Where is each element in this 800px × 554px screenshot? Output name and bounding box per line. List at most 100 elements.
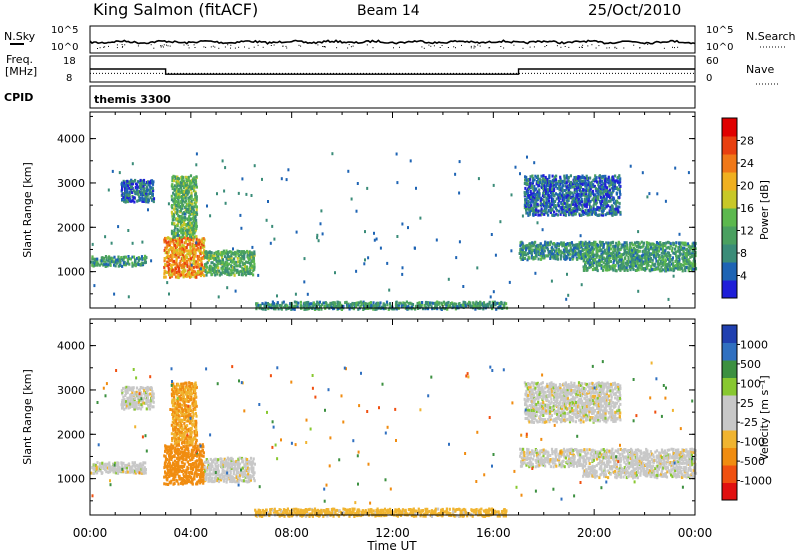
heatmap-cell [91,263,94,267]
nsearch-point [205,46,207,48]
nsearch-point [169,45,171,47]
heatmap-cell [178,272,181,276]
heatmap-cell [120,403,123,407]
heatmap-cell [151,399,154,403]
heatmap-cell [530,185,533,189]
heatmap-cell [333,304,336,308]
heatmap-cell [631,259,634,263]
heatmap-cell [200,454,203,458]
heatmap-cell [105,256,108,260]
heatmap-cell [544,180,547,184]
heatmap-cell [364,258,366,262]
heatmap-cell [618,195,621,199]
heatmap-cell [560,179,563,183]
heatmap-cell [600,202,603,206]
heatmap-cell [531,181,534,185]
heatmap-cell [118,171,121,175]
heatmap-cell [355,269,358,273]
heatmap-cell [580,185,583,189]
heatmap-cell [561,198,564,202]
heatmap-cell [687,171,690,175]
heatmap-cell [172,390,175,393]
heatmap-cell [654,245,657,249]
heatmap-cell [173,462,176,466]
nsearch-point [234,47,236,49]
heatmap-cell [125,182,128,185]
heatmap-cell [195,474,199,478]
heatmap-cell [618,183,621,187]
heatmap-cell [184,226,187,230]
heatmap-cell [652,246,655,250]
heatmap-cell [180,388,183,391]
heatmap-cell [141,179,144,183]
heatmap-cell [188,271,191,274]
heatmap-cell [555,212,558,216]
heatmap-cell [164,236,167,240]
heatmap-cell [521,241,524,245]
heatmap-cell [232,271,235,275]
heatmap-cell [542,198,545,202]
heatmap-cell [132,263,135,267]
freq-trace [90,68,695,75]
heatmap-cell [147,208,149,212]
heatmap-cell [217,295,220,299]
heatmap-cell [177,276,180,280]
heatmap-cell [588,263,591,267]
heatmap-cell [134,464,137,468]
heatmap-cell [194,249,197,253]
heatmap-cell [176,270,179,274]
heatmap-cell [614,207,617,211]
heatmap-cell [181,234,184,238]
heatmap-cell [613,184,617,188]
heatmap-cell [591,262,594,266]
heatmap-cell [228,250,231,254]
heatmap-cell [184,236,187,240]
heatmap-cell [529,183,532,187]
heatmap-cell [538,194,541,198]
heatmap-cell [647,248,651,252]
heatmap-cell [133,405,136,409]
heatmap-cell [222,260,225,264]
heatmap-cell [493,300,496,304]
heatmap-cell [472,301,475,305]
heatmap-cell [374,307,377,311]
heatmap-cell [128,465,131,469]
heatmap-cell [348,307,351,311]
nsearch-point [533,46,535,48]
heatmap-cell [612,268,615,272]
heatmap-cell [220,250,223,254]
heatmap-cell [174,475,177,479]
heatmap-cell [551,255,554,259]
heatmap-cell [567,175,570,179]
heatmap-cell [618,201,621,205]
heatmap-cell [599,189,602,193]
heatmap-cell [545,188,548,191]
heatmap-cell [181,436,184,439]
heatmap-cell [182,196,185,200]
heatmap-cell [613,211,616,215]
heatmap-cell [663,262,666,266]
heatmap-cell [125,468,128,471]
nsearch-point [423,47,425,49]
heatmap-cell [247,252,250,256]
heatmap-cell [565,191,568,195]
heatmap-cell [608,184,611,188]
heatmap-cell [325,302,328,306]
heatmap-cell [170,458,173,461]
heatmap-cell [458,160,461,164]
heatmap-cell [596,251,599,255]
heatmap-cell [578,199,582,203]
heatmap-cell [169,449,173,453]
heatmap-cell [178,215,181,218]
heatmap-cell [597,189,600,193]
heatmap-cell [589,199,592,203]
heatmap-cell [168,464,171,468]
heatmap-cell [552,191,555,195]
heatmap-cell [615,191,618,195]
heatmap-cell [595,189,598,193]
heatmap-cell [175,189,179,193]
heatmap-cell [206,254,209,258]
heatmap-cell [250,255,253,259]
heatmap-cell [595,201,598,205]
heatmap-cell [573,212,576,215]
